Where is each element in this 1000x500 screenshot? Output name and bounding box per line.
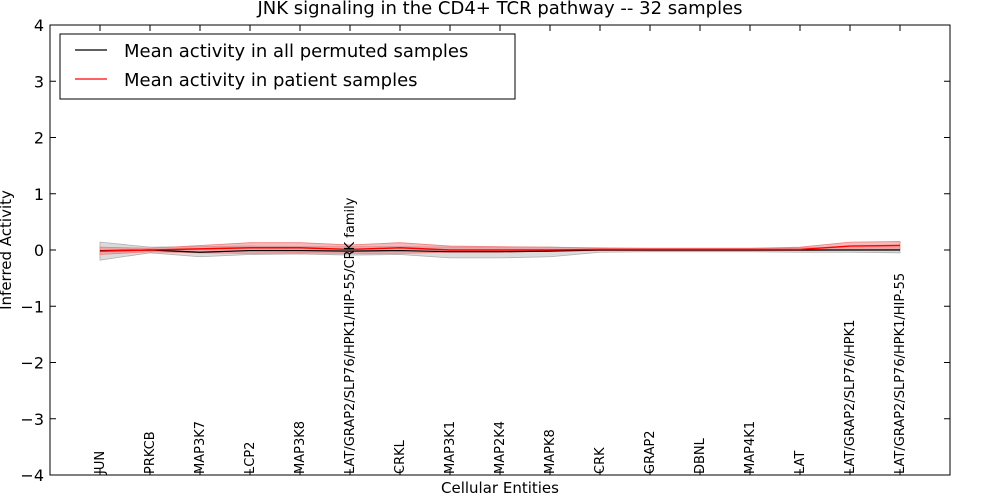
- chart-title: JNK signaling in the CD4+ TCR pathway --…: [256, 0, 742, 19]
- x-tick-label: LAT/GRAP2/SLP76/HPK1: [843, 320, 858, 474]
- x-tick-label: LCP2: [243, 442, 258, 474]
- x-tick-label: LAT/GRAP2/SLP76/HPK1/HIP-55: [893, 273, 908, 474]
- y-axis-label: Inferred Activity: [0, 190, 15, 310]
- x-tick-label: MAP3K8: [293, 421, 308, 474]
- x-tick-label: JUN: [93, 451, 108, 475]
- x-tick-label: PRKCB: [143, 431, 158, 474]
- y-tick-label: −4: [20, 466, 44, 485]
- x-tick-label: CRK: [593, 447, 608, 474]
- x-tick-label: LAT/GRAP2/SLP76/HPK1/HIP-55/CRK family: [343, 197, 358, 474]
- y-tick-label: −3: [20, 410, 44, 429]
- y-tick-label: −2: [20, 354, 44, 373]
- x-tick-label: MAP2K4: [493, 421, 508, 474]
- x-tick-label: DBNL: [693, 437, 708, 474]
- x-tick-label: CRKL: [393, 439, 408, 474]
- legend-label-patient: Mean activity in patient samples: [124, 70, 418, 91]
- y-tick-label: −1: [20, 297, 44, 316]
- x-tick-label: MAP3K1: [443, 421, 458, 474]
- x-tick-label: MAP3K7: [193, 421, 208, 474]
- y-tick-label: 2: [34, 129, 44, 148]
- x-tick-label: GRAP2: [643, 430, 658, 474]
- line-patient: [99, 244, 901, 252]
- y-tick-label: 3: [34, 72, 44, 91]
- series-lines: [99, 244, 901, 253]
- x-tick-label: LAT: [793, 451, 808, 474]
- confidence-bands: [99, 241, 901, 261]
- legend: Mean activity in all permuted samples Me…: [59, 33, 516, 100]
- y-axis: −4 −3 −2 −1 0 1 2 3 4: [20, 16, 950, 485]
- x-tick-label: MAP4K1: [743, 421, 758, 474]
- x-axis-label: Cellular Entities: [441, 479, 559, 497]
- y-tick-label: 4: [34, 16, 44, 35]
- y-tick-label: 0: [34, 241, 44, 260]
- y-tick-label: 1: [34, 185, 44, 204]
- legend-label-permuted: Mean activity in all permuted samples: [124, 41, 468, 62]
- legend-box: [59, 33, 516, 100]
- x-tick-label: MAPK8: [543, 429, 558, 474]
- x-axis: JUN PRKCB MAP3K7 LCP2 MAP3K8 LAT/GRAP2/SLP76/…: [93, 25, 908, 475]
